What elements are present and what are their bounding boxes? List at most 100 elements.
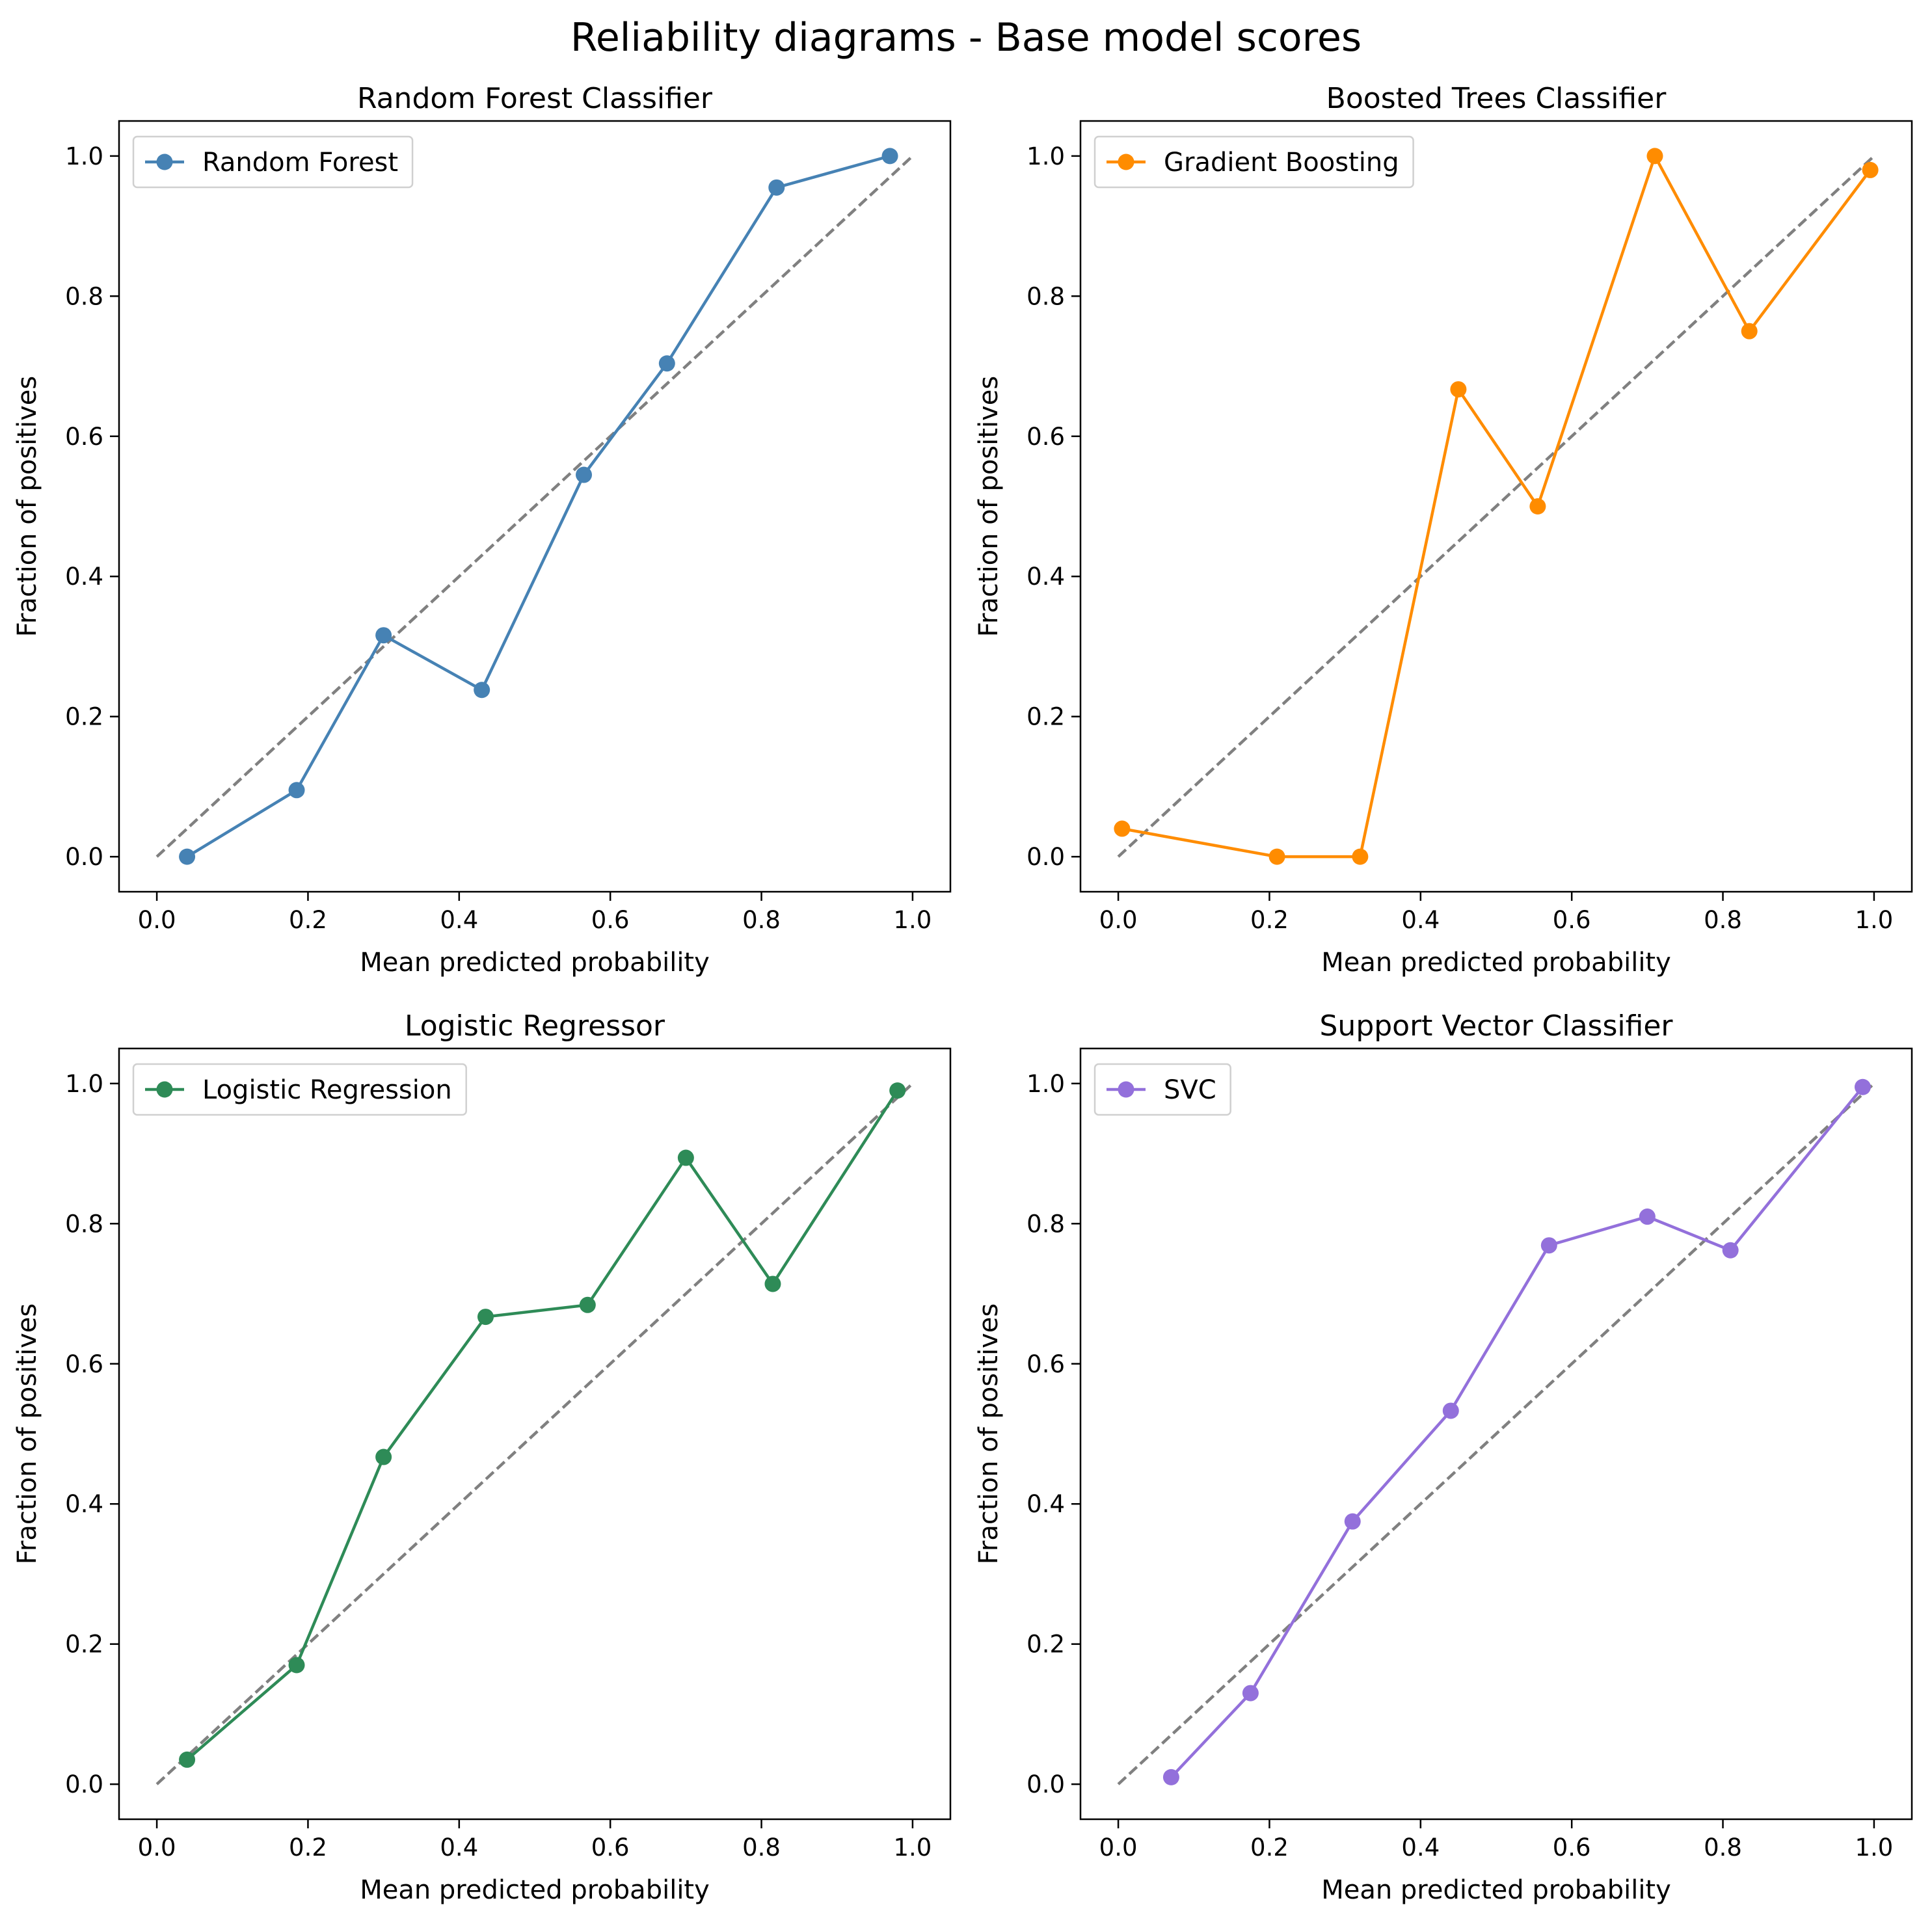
y-tick-label: 0.6 [1026,1350,1065,1378]
subplot-2: Boosted Trees Classifier 0.0 0.2 0.4 0.6 0.8 1… [974,82,1913,978]
y-tick-label: 0.8 [1026,1210,1065,1238]
series-line [186,154,891,859]
y-tick-label: 0.8 [65,1210,103,1238]
data-point [1854,1078,1871,1095]
legend-marker-swatch [156,153,173,170]
x-tick-label: 0.0 [138,906,176,934]
data-point [1529,498,1546,514]
legend-box [132,135,414,189]
legend-marker-swatch [1118,1081,1134,1098]
y-tick-label: 0.6 [65,423,103,451]
data-point [1352,848,1369,865]
data-point [1639,1208,1656,1225]
legend-box [1093,1063,1231,1116]
axes-frame [118,1047,952,1821]
data-point [179,1751,196,1768]
y-tick-label: 0.6 [65,1350,103,1378]
data-point [288,782,305,799]
x-tick-label: 0.4 [1401,906,1440,934]
figure-title: Reliability diagrams - Base model scores [570,15,1362,60]
x-tick-label: 0.6 [1553,906,1591,934]
legend: Gradient Boosting [1093,135,1414,189]
subplot-title: Boosted Trees Classifier [1326,82,1667,115]
y-tick-label: 1.0 [65,1070,103,1098]
y-tick-label: 0.8 [1026,282,1065,310]
x-tick-label: 1.0 [893,1834,932,1862]
y-tick-label: 0.4 [65,563,103,591]
x-tick-label: 0.4 [440,1834,478,1862]
x-axis-label: Mean predicted probability [1321,1875,1671,1905]
x-tick-label: 0.0 [1099,1834,1138,1862]
y-tick-label: 0.8 [65,282,103,310]
x-tick-label: 1.0 [893,906,932,934]
x-axis-label: Mean predicted probability [1321,948,1671,978]
x-tick-label: 0.6 [1553,1834,1591,1862]
x-tick-label: 0.2 [289,1834,327,1862]
y-axis-label: Fraction of positives [12,376,42,637]
data-point [1442,1402,1459,1419]
data-point [1646,148,1663,165]
data-point [677,1149,694,1166]
legend-label: Gradient Boosting [1164,148,1399,178]
legend-label: Logistic Regression [202,1075,452,1105]
subplot-4: Support Vector Classifier 0.0 0.2 0.4 0.6 0.8… [974,1009,1913,1905]
data-point [477,1309,494,1326]
y-tick-label: 1.0 [1026,142,1065,170]
data-point [1114,820,1131,837]
subplot-title: Random Forest Classifier [357,82,713,115]
legend-marker-swatch [156,1081,173,1098]
y-tick-label: 0.4 [1026,563,1065,591]
y-tick-label: 0.2 [65,703,103,731]
legend-marker-swatch [1118,153,1134,170]
x-tick-label: 1.0 [1855,1834,1893,1862]
legend: SVC [1093,1063,1231,1116]
y-tick-label: 0.0 [65,1770,103,1798]
y-axis-label: Fraction of positives [974,376,1004,637]
y-tick-label: 0.4 [1026,1490,1065,1518]
perfect-calibration-line [155,1082,914,1785]
x-tick-label: 0.4 [440,906,478,934]
axes-frame [1079,120,1913,893]
data-point [1268,848,1285,865]
y-tick-label: 0.2 [1026,1631,1065,1659]
data-point [768,179,785,196]
data-point [881,148,898,165]
data-point [1862,161,1879,178]
data-point [576,466,593,483]
data-point [1242,1685,1259,1702]
data-point [1722,1242,1739,1259]
x-tick-label: 0.2 [1250,906,1289,934]
x-tick-label: 0.6 [591,1834,630,1862]
data-point [375,1448,392,1465]
data-point [1741,323,1758,340]
x-tick-label: 1.0 [1855,906,1893,934]
x-tick-label: 0.0 [1099,906,1138,934]
data-point [658,355,675,372]
subplot-1: Random Forest Classifier 0.0 0.2 0.4 0.6 0.8 1… [12,82,952,978]
data-point [375,627,392,644]
x-tick-label: 0.6 [591,906,630,934]
legend: Logistic Regression [132,1063,467,1116]
data-point [288,1657,305,1674]
axes-frame [118,120,952,893]
axes-frame [1079,1047,1913,1821]
y-tick-label: 1.0 [1026,1070,1065,1098]
legend-label: Random Forest [202,148,398,178]
data-point [889,1082,906,1099]
legend: Random Forest [132,135,414,189]
perfect-calibration-line [155,155,914,858]
y-tick-label: 0.6 [1026,423,1065,451]
x-tick-label: 0.2 [289,906,327,934]
y-tick-label: 0.0 [1026,1770,1065,1798]
x-tick-label: 0.8 [1704,906,1742,934]
data-point [1344,1513,1361,1530]
series-line [1170,1086,1864,1778]
x-tick-label: 0.8 [742,906,781,934]
legend-box [132,1063,467,1116]
subplot-grid: Random Forest Classifier 0.0 0.2 0.4 0.6 0.8 1… [12,82,1913,1905]
x-axis-label: Mean predicted probability [360,948,710,978]
subplot-title: Logistic Regressor [405,1009,665,1043]
y-tick-label: 0.0 [1026,843,1065,871]
y-tick-label: 0.4 [65,1490,103,1518]
legend-label: SVC [1164,1075,1216,1105]
